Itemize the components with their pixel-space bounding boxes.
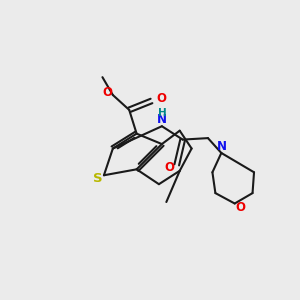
Text: O: O bbox=[157, 92, 167, 105]
Text: O: O bbox=[235, 201, 245, 214]
Text: O: O bbox=[164, 161, 174, 174]
Text: N: N bbox=[157, 113, 167, 126]
Text: N: N bbox=[217, 140, 227, 153]
Text: S: S bbox=[93, 172, 102, 185]
Text: O: O bbox=[103, 86, 112, 99]
Text: H: H bbox=[158, 108, 166, 118]
